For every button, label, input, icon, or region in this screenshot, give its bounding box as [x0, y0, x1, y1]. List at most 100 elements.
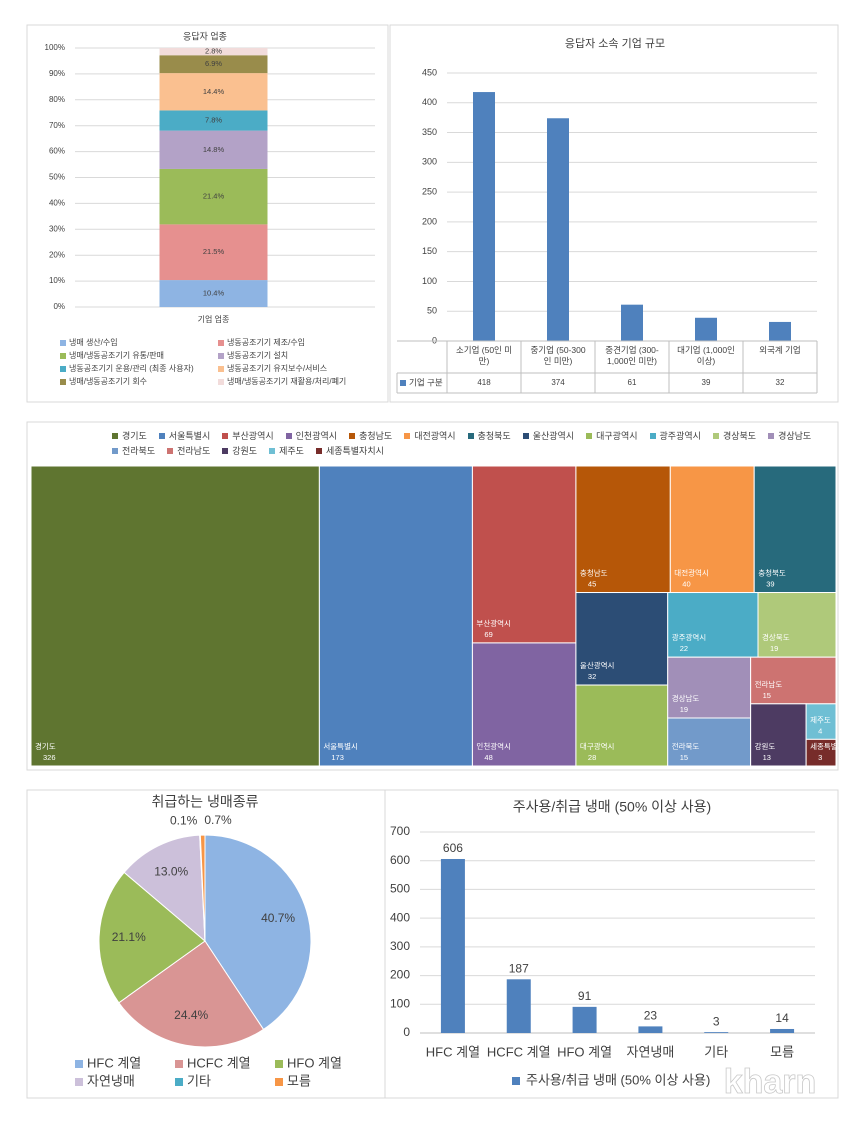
- tile-value: 69: [484, 630, 492, 639]
- x-tick-cell: 소기업 (50인 미만): [456, 345, 512, 366]
- legend-item: 전라남도: [167, 444, 210, 457]
- tile: [471, 465, 577, 644]
- data-label: 21.1%: [112, 930, 146, 944]
- panel: [389, 24, 839, 403]
- y-tick-label: 350: [422, 127, 437, 137]
- y-tick-label: 150: [422, 246, 437, 256]
- legend-swatch: [586, 432, 593, 439]
- y-tick-label: 90%: [49, 69, 65, 78]
- x-tick-label: HCFC 계열: [487, 1044, 551, 1059]
- legend-label: 냉동공조기기 유지보수/서비스: [227, 363, 327, 373]
- tile: [667, 717, 752, 767]
- tile-label: 대전광역시: [674, 568, 709, 578]
- legend-label: 냉매/냉동공조기기 회수: [69, 376, 147, 386]
- x-tick-label: HFO 계열: [557, 1044, 612, 1059]
- legend-label: 세종특별자치시: [325, 446, 384, 456]
- y-tick-label: 10%: [49, 276, 65, 285]
- bar-segment: [159, 73, 268, 111]
- data-label: 24.4%: [174, 1008, 208, 1022]
- x-tick-cell: 대기업 (1,000인 이상): [677, 345, 735, 366]
- y-tick-label: 400: [390, 910, 410, 924]
- data-label: 6.9%: [205, 59, 222, 68]
- data-label: 10.4%: [203, 289, 225, 298]
- tile: [805, 703, 837, 740]
- data-label: 187: [509, 961, 529, 975]
- tile-label: 경기도: [35, 741, 56, 751]
- bar-segment: [159, 130, 268, 169]
- x-tick-label: 모름: [770, 1044, 794, 1059]
- x-tick-label: 대기업 (1,000인 이상): [677, 345, 735, 366]
- bar: [506, 979, 531, 1033]
- bar: [547, 118, 569, 341]
- chart-title: 주사용/취급 냉매 (50% 이상 사용): [513, 799, 711, 815]
- x-tick-label: 중견기업 (300-1,000인 미만): [605, 345, 659, 366]
- legend-swatch: [218, 366, 224, 372]
- y-tick-label: 40%: [49, 199, 65, 208]
- legend-label: 부산광역시: [232, 431, 274, 441]
- y-tick-label: 500: [390, 882, 410, 896]
- legend-swatch: [404, 432, 411, 439]
- pie-slice: [199, 834, 206, 942]
- tile-label: 제주도: [810, 715, 831, 724]
- legend-item: 서울특별시: [158, 429, 210, 442]
- legend-item: 경상남도: [768, 429, 811, 442]
- legend-label: 충청북도: [477, 431, 511, 441]
- legend-label: 경기도: [122, 431, 147, 441]
- legend-label: 경상남도: [778, 431, 812, 441]
- legend-item: 세종특별자치시: [315, 444, 384, 457]
- x-tick-label: 기업 업종: [198, 315, 230, 324]
- bar: [621, 304, 643, 341]
- legend-label: 강원도: [232, 446, 258, 456]
- legend-box: 경기도 서울특별시 부산광역시 인천광역시 충청남도 대전광역시 충청북도 울산광역시 대구광역…: [37, 429, 817, 457]
- data-label: 14: [775, 1011, 789, 1025]
- tile-label: 인천광역시: [476, 741, 511, 751]
- legend-label: 모름: [287, 1073, 311, 1088]
- tile: [667, 656, 752, 719]
- table-value: 39: [702, 378, 711, 387]
- tile: [471, 642, 577, 767]
- table-value: 418: [477, 378, 491, 387]
- legend-label: 전라남도: [177, 446, 211, 456]
- data-label: 21.5%: [203, 247, 225, 256]
- legend-label: 냉동공조기기 운용/관리 (최종 사용자): [69, 363, 194, 373]
- legend-swatch: [222, 432, 229, 439]
- y-tick-label: 100: [422, 276, 437, 286]
- bar-segment: [159, 168, 268, 225]
- legend-label: HFC 계열: [87, 1055, 141, 1070]
- pie-slice: [123, 834, 206, 943]
- data-label: 0.1%: [170, 813, 198, 827]
- tile-label: 서울특별시: [323, 741, 358, 751]
- legend-item: 경기도: [112, 429, 147, 442]
- table-value: 374: [551, 378, 565, 387]
- tile-label: 경상남도: [672, 693, 700, 703]
- watermark: kharn: [724, 1063, 817, 1101]
- legend-item: 광주광역시: [649, 429, 701, 442]
- legend-label: 기타: [187, 1073, 211, 1088]
- legend-swatch: [222, 447, 229, 454]
- y-tick-label: 100%: [45, 43, 65, 52]
- tile-label: 충청북도: [758, 569, 786, 578]
- tile: [757, 592, 837, 658]
- legend-swatch: [275, 1060, 283, 1068]
- tile: [667, 592, 759, 658]
- data-label: 91: [578, 989, 592, 1003]
- data-label: 3: [713, 1014, 720, 1028]
- data-label: 14.4%: [203, 87, 225, 96]
- data-label: 0.7%: [204, 813, 232, 827]
- legend-swatch: [175, 1078, 183, 1086]
- y-tick-label: 50%: [49, 173, 65, 182]
- x-tick-label: 기타: [704, 1044, 728, 1059]
- legend-label: 충청남도: [359, 431, 393, 441]
- tile: [318, 465, 473, 767]
- tile-label: 전라북도: [672, 741, 700, 751]
- legend-label: 냉동공조기기 설치: [227, 350, 288, 360]
- tile-value: 326: [43, 753, 56, 762]
- x-tick-cell: 외국계 기업: [759, 345, 800, 355]
- legend-label: 전라북도: [122, 446, 156, 456]
- legend-label: 기업 구분: [409, 377, 443, 387]
- tile-value: 19: [770, 644, 778, 653]
- tile: [753, 465, 837, 594]
- legend-item: 강원도: [222, 444, 257, 457]
- legend-swatch: [218, 353, 224, 359]
- y-tick-label: 300: [390, 939, 410, 953]
